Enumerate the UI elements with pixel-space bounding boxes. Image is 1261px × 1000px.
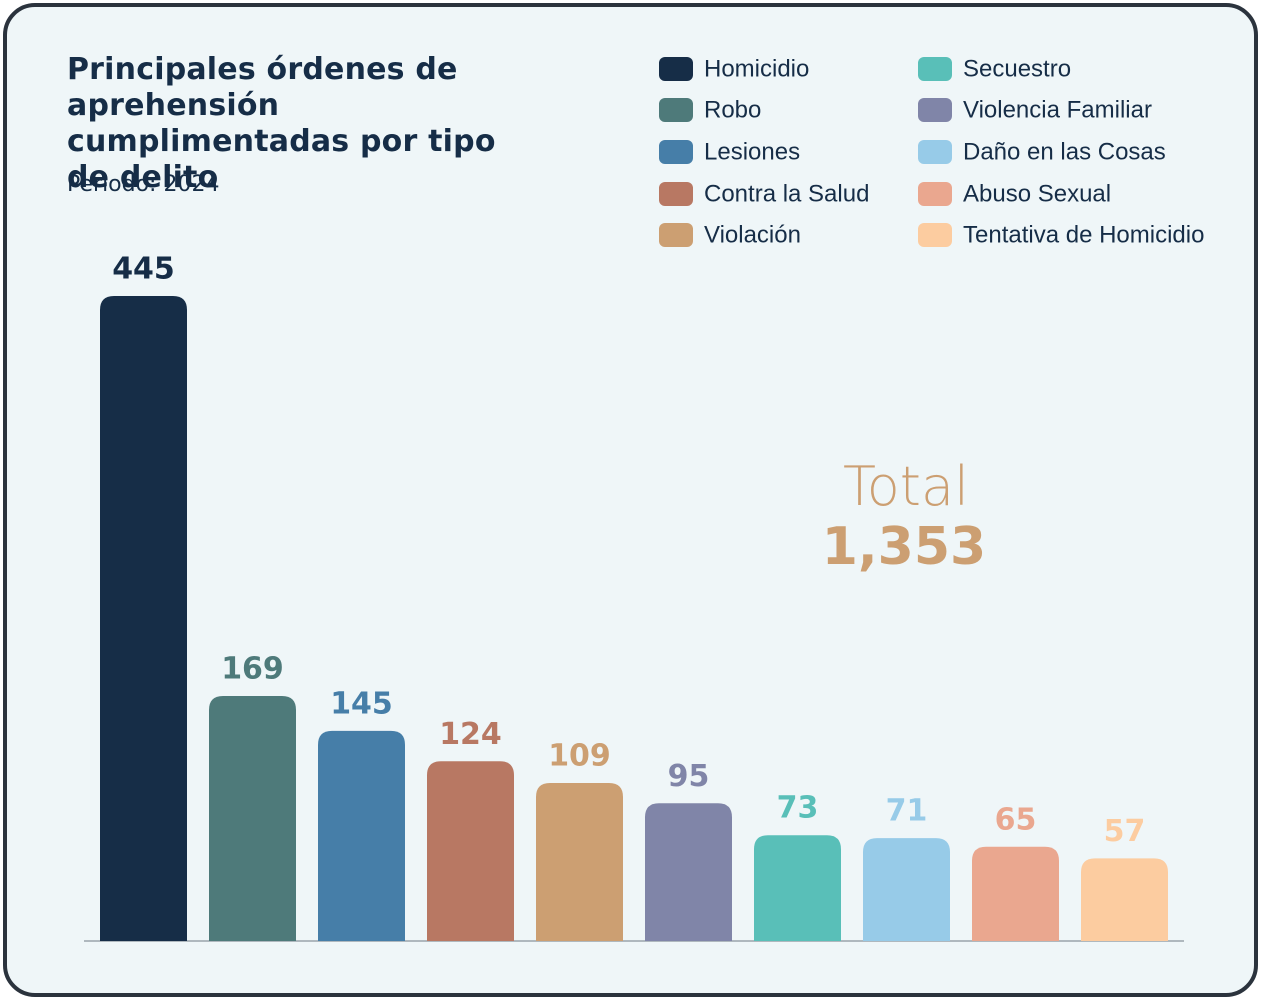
legend-label: Contra la Salud <box>704 180 869 207</box>
bar <box>863 838 950 941</box>
legend-label: Violencia Familiar <box>963 96 1152 123</box>
value-label: 73 <box>777 791 819 826</box>
total-label: Total <box>843 455 969 518</box>
value-label: 169 <box>221 652 284 687</box>
value-label: 95 <box>668 759 710 794</box>
legend-label: Abuso Sexual <box>963 180 1111 207</box>
legend-label: Violación <box>704 221 801 248</box>
legend-label: Secuestro <box>963 55 1071 82</box>
legend-label: Lesiones <box>704 138 800 165</box>
value-label: 445 <box>112 252 175 287</box>
legend-label: Tentativa de Homicidio <box>963 221 1204 248</box>
value-label: 124 <box>439 717 502 752</box>
chart-title: Principales órdenes de aprehensión cumpl… <box>67 52 496 195</box>
bar <box>318 730 405 941</box>
legend-label: Daño en las Cosas <box>963 138 1166 165</box>
bar <box>1081 858 1168 941</box>
legend-swatch <box>918 182 952 206</box>
value-label: 71 <box>886 794 928 829</box>
legend-label: Homicidio <box>704 55 809 82</box>
value-label: 145 <box>330 686 393 721</box>
bar <box>427 761 514 941</box>
legend-swatch <box>659 57 693 81</box>
value-label: 65 <box>995 802 1037 837</box>
legend-swatch <box>659 140 693 164</box>
card <box>3 3 1258 997</box>
legend-swatch <box>918 223 952 247</box>
legend-swatch <box>659 182 693 206</box>
legend-swatch <box>659 98 693 122</box>
bar <box>645 803 732 941</box>
value-label: 109 <box>548 739 611 774</box>
bar <box>209 696 296 941</box>
chart-subtitle: Periodo: 2024 <box>67 172 220 197</box>
legend-label: Robo <box>704 96 761 123</box>
legend-swatch <box>918 98 952 122</box>
legend-swatch <box>918 57 952 81</box>
bar <box>754 835 841 941</box>
bar <box>100 296 187 941</box>
bar <box>536 783 623 941</box>
bar <box>972 846 1059 941</box>
legend-swatch <box>918 140 952 164</box>
total-value: 1,353 <box>822 517 986 577</box>
legend-swatch <box>659 223 693 247</box>
value-label: 57 <box>1104 814 1146 849</box>
